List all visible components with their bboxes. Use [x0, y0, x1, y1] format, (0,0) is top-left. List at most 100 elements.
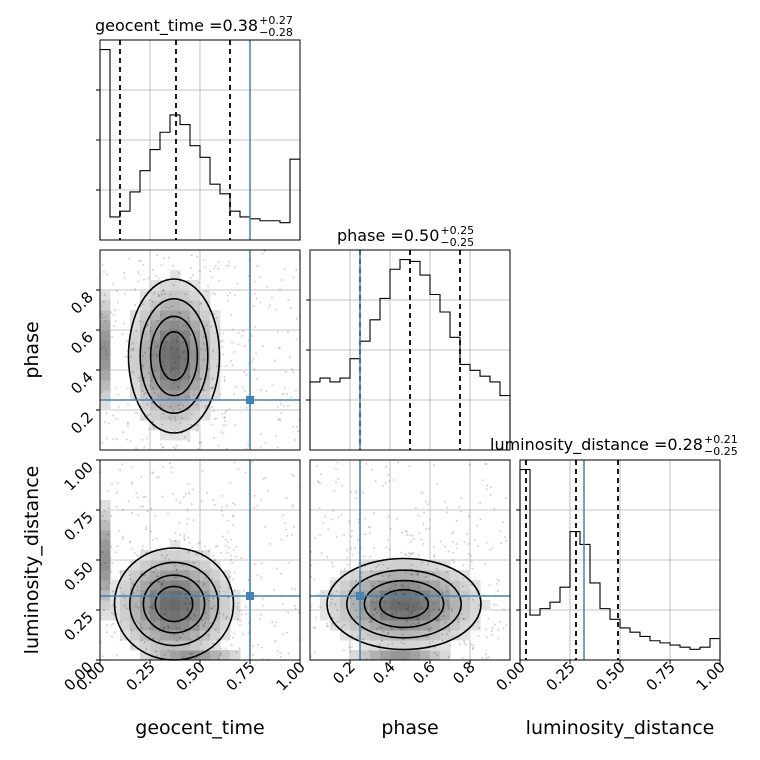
sample-point: [155, 355, 158, 358]
sample-point: [455, 543, 458, 546]
sample-point: [141, 364, 144, 367]
sample-point: [198, 281, 201, 284]
sample-point: [200, 348, 203, 351]
sample-point: [187, 536, 190, 539]
sample-point: [487, 656, 490, 659]
sample-point: [499, 530, 502, 533]
sample-point: [206, 324, 209, 327]
density-cell: [210, 350, 221, 361]
x-tick-label: 0.75: [222, 658, 258, 694]
sample-point: [477, 635, 480, 638]
sample-point: [275, 621, 278, 624]
sample-point: [317, 481, 320, 484]
sample-point: [408, 615, 411, 618]
sample-point: [162, 360, 165, 363]
density-cell: [200, 620, 211, 631]
sample-point: [123, 271, 126, 274]
sample-point: [112, 414, 115, 417]
sample-point: [131, 481, 134, 484]
sample-point: [141, 418, 144, 421]
sample-point: [377, 580, 380, 583]
sample-point: [172, 410, 175, 413]
sample-point: [429, 518, 432, 521]
sample-point: [146, 403, 149, 406]
density-cell: [100, 540, 111, 551]
sample-point: [219, 654, 222, 657]
density-cell: [200, 290, 211, 301]
density-cell: [440, 610, 451, 621]
sample-point: [499, 621, 502, 624]
sample-point: [116, 491, 119, 494]
sample-point: [190, 254, 193, 257]
sample-point: [402, 585, 405, 588]
sample-point: [190, 602, 193, 605]
sample-point: [204, 611, 207, 614]
sample-point: [408, 555, 411, 558]
sample-point: [160, 583, 163, 586]
contour: [345, 569, 462, 639]
sample-point: [202, 335, 205, 338]
density-cell: [160, 300, 171, 311]
x-tick-label: 1.00: [272, 658, 308, 694]
density-cell: [370, 580, 381, 591]
density-cell: [170, 610, 181, 621]
density-cell: [160, 570, 171, 581]
x-tick-label: 0.75: [642, 658, 678, 694]
sample-point: [230, 609, 233, 612]
sample-point: [183, 533, 186, 536]
sample-point: [135, 329, 138, 332]
sample-point: [468, 552, 471, 555]
sample-point: [374, 608, 377, 611]
sample-point: [365, 657, 368, 660]
sample-point: [219, 652, 222, 655]
sample-point: [471, 567, 474, 570]
sample-point: [243, 589, 246, 592]
sample-point: [271, 384, 274, 387]
density-cell: [460, 570, 471, 581]
sample-point: [151, 401, 154, 404]
sample-point: [428, 630, 431, 633]
sample-point: [111, 590, 114, 593]
sample-point: [417, 586, 420, 589]
sample-point: [381, 485, 384, 488]
density-cell: [400, 560, 411, 571]
sample-point: [127, 500, 130, 503]
sample-point: [373, 547, 376, 550]
sample-point: [228, 260, 231, 263]
sample-point: [462, 564, 465, 567]
density-cell: [220, 600, 231, 611]
sample-point: [148, 611, 151, 614]
sample-point: [283, 387, 286, 390]
sample-point: [117, 393, 120, 396]
sample-point: [179, 312, 182, 315]
density-cell: [190, 570, 201, 581]
sample-point: [422, 522, 425, 525]
sample-point: [232, 514, 235, 517]
density-cell: [140, 330, 151, 341]
sample-point: [179, 422, 182, 425]
sample-point: [122, 592, 125, 595]
sample-point: [211, 499, 214, 502]
sample-point: [372, 584, 375, 587]
sample-point: [126, 607, 129, 610]
sample-point: [368, 531, 371, 534]
sample-point: [410, 573, 413, 576]
sample-point: [427, 628, 430, 631]
contour: [129, 561, 220, 647]
density-cell: [440, 640, 451, 651]
density-cell: [140, 580, 151, 591]
sample-point: [472, 646, 475, 649]
sample-point: [149, 326, 152, 329]
title-phase: phase = 0.50 +0.25−0.25: [337, 224, 474, 249]
sample-point: [294, 439, 297, 442]
density-cell: [100, 380, 111, 391]
sample-point: [391, 613, 394, 616]
sample-point: [275, 435, 278, 438]
density-cell: [100, 370, 111, 381]
x-tick-label: 0.6: [409, 658, 439, 688]
sample-point: [157, 575, 160, 578]
sample-point: [174, 416, 177, 419]
density-cell: [100, 320, 111, 331]
sample-point: [352, 602, 355, 605]
density-cell: [130, 640, 141, 651]
